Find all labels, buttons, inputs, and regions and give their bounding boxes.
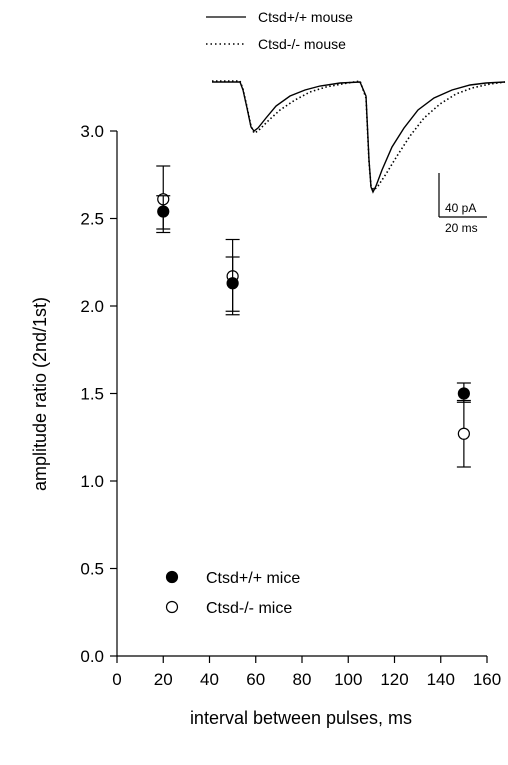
x-tick-label: 100 <box>334 670 362 689</box>
y-tick-label: 1.0 <box>80 472 104 491</box>
scale-bar-current-label: 40 pA <box>445 201 476 215</box>
y-axis-label: amplitude ratio (2nd/1st) <box>30 297 50 491</box>
y-tick-label: 0.5 <box>80 560 104 579</box>
legend-label-ko: Ctsd-/- mice <box>206 600 292 617</box>
y-tick-label: 3.0 <box>80 122 104 141</box>
x-ticks: 0 20 40 60 80 100 120 140 160 <box>112 656 501 689</box>
x-tick-label: 160 <box>473 670 501 689</box>
x-tick-label: 20 <box>154 670 173 689</box>
y-tick-label: 2.0 <box>80 297 104 316</box>
x-axis-label: interval between pulses, ms <box>190 708 412 728</box>
x-tick-label: 140 <box>427 670 455 689</box>
x-tick-label: 80 <box>293 670 312 689</box>
y-tick-label: 1.5 <box>80 385 104 404</box>
x-tick-label: 120 <box>380 670 408 689</box>
data-point-wt <box>457 387 470 400</box>
legend-label-wt: Ctsd+/+ mice <box>206 570 300 587</box>
trace-wt <box>212 81 506 194</box>
x-tick-label: 60 <box>246 670 265 689</box>
axes: 0.0 0.5 1.0 1.5 2.0 2.5 3.0 0 20 40 60 80 100 120 140… <box>30 122 501 728</box>
y-ticks: 0.0 0.5 1.0 1.5 2.0 2.5 3.0 <box>80 122 117 666</box>
data-point-ko <box>457 427 470 440</box>
chart-legend: Ctsd+/+ mice Ctsd-/- mice <box>165 570 300 617</box>
legend-marker-ko <box>165 600 179 614</box>
x-tick-label: 40 <box>200 670 219 689</box>
y-tick-label: 2.5 <box>80 210 104 229</box>
scale-bar: 40 pA 20 ms <box>438 173 487 235</box>
inset-traces: 40 pA 20 ms <box>212 80 506 235</box>
inset-legend-label-ko: Ctsd-/- mouse <box>258 36 346 52</box>
scale-bar-time-label: 20 ms <box>445 221 478 235</box>
data-layer <box>156 165 471 468</box>
inset-legend-label-wt: Ctsd+/+ mouse <box>258 9 353 25</box>
legend-marker-wt <box>165 570 179 584</box>
x-tick-label: 0 <box>112 670 121 689</box>
trace-ko <box>212 80 506 192</box>
inset-legend: Ctsd+/+ mouse Ctsd-/- mouse <box>206 9 353 52</box>
y-tick-label: 0.0 <box>80 647 104 666</box>
data-point-wt <box>157 205 170 218</box>
data-point-wt <box>226 277 239 290</box>
